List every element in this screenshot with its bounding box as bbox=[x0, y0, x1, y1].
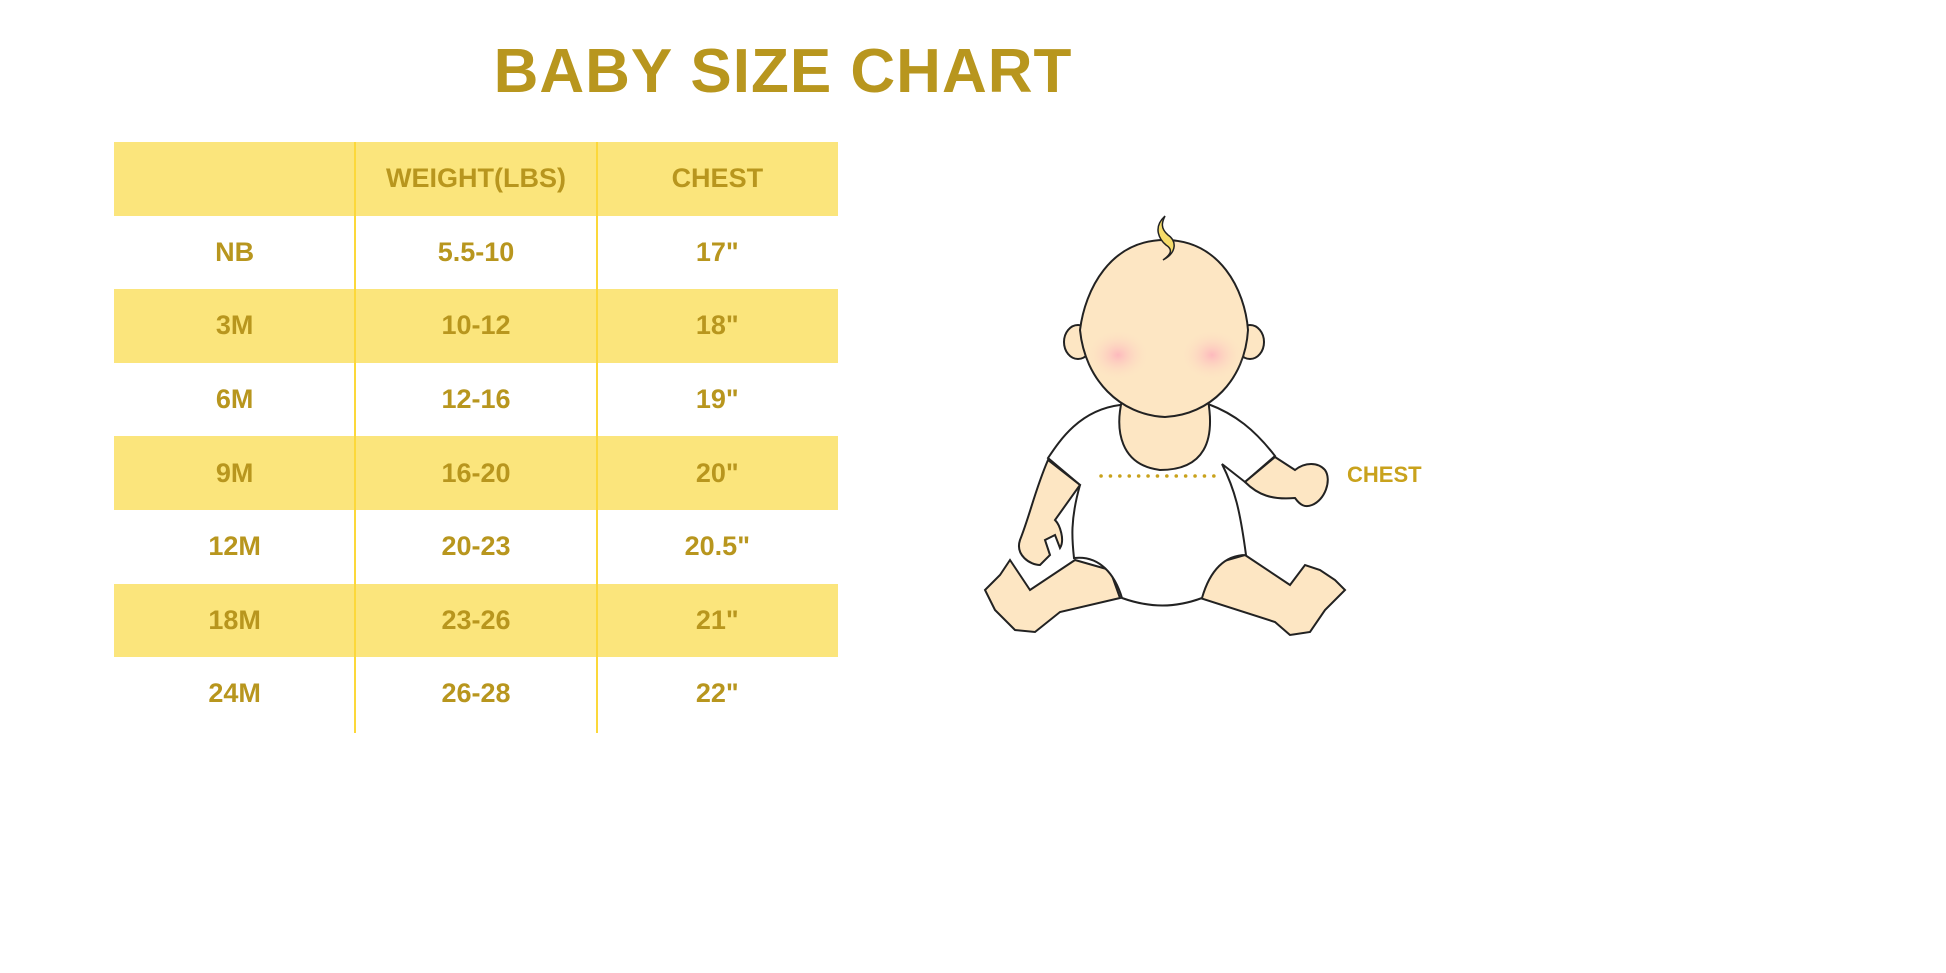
cell-size: 9M bbox=[215, 457, 254, 488]
cell-weight: 16-20 bbox=[441, 457, 511, 488]
cell-chest: 20.5" bbox=[684, 531, 750, 562]
cell-chest: 19" bbox=[695, 384, 739, 415]
page-title: BABY SIZE CHART bbox=[493, 37, 1073, 106]
header-cell-weight: WEIGHT(LBS) bbox=[386, 163, 566, 194]
cell-weight: 12-16 bbox=[441, 384, 511, 415]
header-cell-chest: CHEST bbox=[671, 163, 764, 194]
size-table: WEIGHT(LBS) CHEST NB 5.5-10 17" 3M 10-12 18" 6… bbox=[114, 142, 838, 731]
cell-chest: 21" bbox=[695, 604, 739, 635]
cell-size: NB bbox=[215, 236, 255, 267]
cell-chest: 20" bbox=[695, 457, 739, 488]
table-row: 3M 10-12 18" bbox=[114, 289, 838, 363]
table-row: 18M 23-26 21" bbox=[114, 583, 838, 658]
column-divider bbox=[354, 142, 356, 733]
chest-label: CHEST bbox=[1347, 462, 1422, 487]
cell-chest: 18" bbox=[695, 310, 739, 341]
cheek bbox=[1180, 329, 1244, 381]
hair-curl-icon bbox=[1157, 215, 1175, 261]
cell-size: 18M bbox=[208, 604, 261, 635]
cell-size: 12M bbox=[208, 531, 261, 562]
table-row: 6M 12-16 19" bbox=[114, 363, 838, 437]
cell-weight: 26-28 bbox=[441, 678, 511, 709]
cell-weight: 5.5-10 bbox=[437, 236, 515, 267]
cell-weight: 20-23 bbox=[441, 531, 511, 562]
cell-weight: 23-26 bbox=[441, 604, 511, 635]
cell-size: 3M bbox=[215, 310, 254, 341]
cell-size: 24M bbox=[208, 678, 261, 709]
cell-chest: 17" bbox=[695, 236, 739, 267]
table-row: 24M 26-28 22" bbox=[114, 657, 838, 731]
cell-chest: 22" bbox=[695, 678, 739, 709]
cell-weight: 10-12 bbox=[441, 310, 511, 341]
table-row: 9M 16-20 20" bbox=[114, 436, 838, 510]
cheek bbox=[1086, 329, 1150, 381]
table-row: NB 5.5-10 17" bbox=[114, 216, 838, 290]
table-row: 12M 20-23 20.5" bbox=[114, 510, 838, 584]
table-header-row: WEIGHT(LBS) CHEST bbox=[114, 142, 838, 216]
cell-size: 6M bbox=[215, 384, 254, 415]
column-divider bbox=[596, 142, 598, 733]
baby-icon bbox=[983, 238, 1347, 637]
